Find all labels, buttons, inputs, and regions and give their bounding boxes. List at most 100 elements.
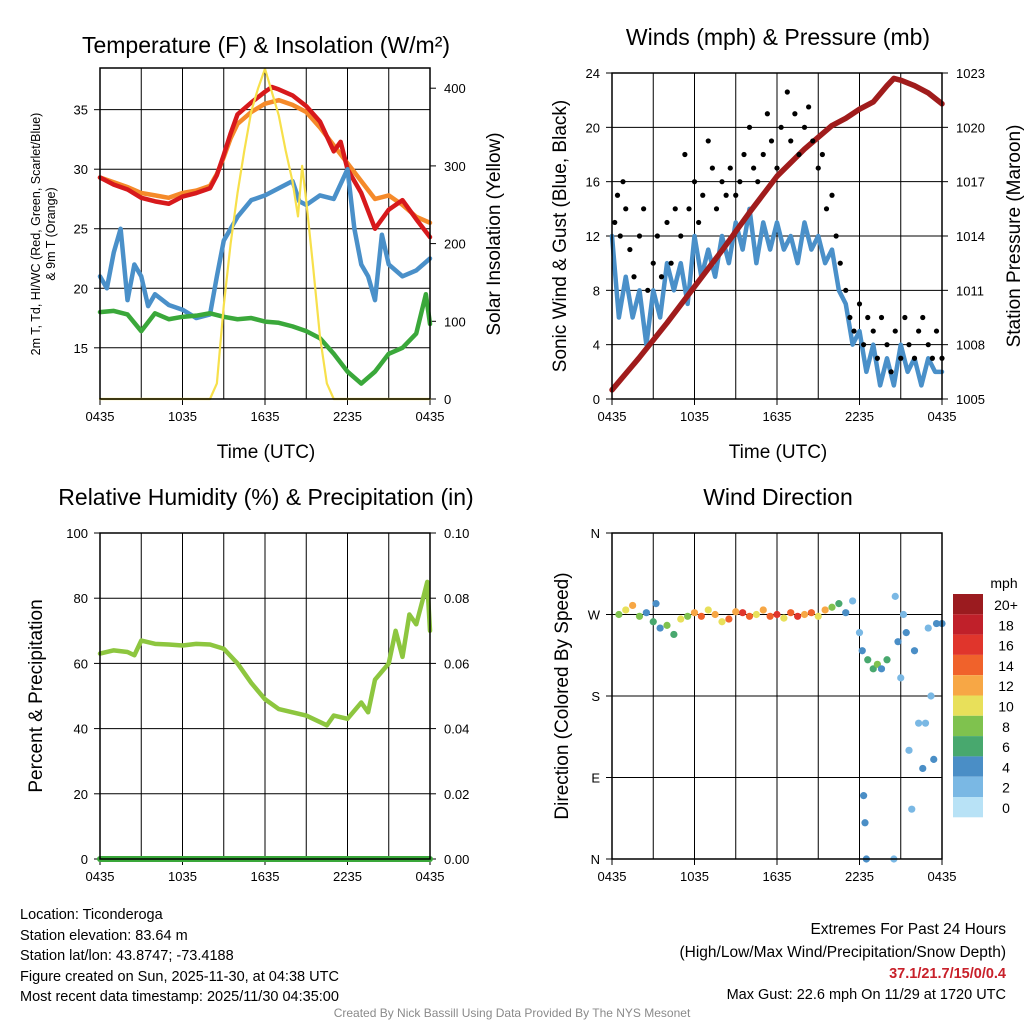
series-gust: [612, 89, 945, 375]
x-tick-label: 1635: [763, 869, 792, 884]
gust-point: [700, 192, 706, 198]
gust-point: [833, 233, 839, 239]
gust-point: [650, 260, 656, 266]
direction-point: [842, 609, 850, 617]
direction-point: [752, 610, 760, 619]
y-right-tick-label: 0.08: [444, 591, 469, 606]
series-line: [97, 291, 433, 386]
gust-point: [645, 287, 651, 293]
rh-chart-title: Relative Humidity (%) & Precipitation (i…: [58, 484, 473, 510]
direction-point: [919, 764, 927, 773]
gust-point: [865, 314, 871, 321]
gust-point: [884, 342, 890, 348]
extremes-subtitle: (High/Low/Max Wind/Precipitation/Snow De…: [679, 944, 1007, 961]
legend-label: 2: [1002, 780, 1010, 796]
legend-label: 12: [998, 678, 1014, 694]
y-tick-label: 4: [593, 338, 600, 353]
y-tick-label: 60: [74, 656, 88, 671]
direction-point: [905, 746, 913, 754]
direction-point: [711, 610, 719, 619]
gust-point: [837, 260, 843, 266]
gust-point: [672, 206, 678, 212]
direction-point: [670, 630, 678, 639]
gust-point: [760, 151, 766, 158]
direction-point: [924, 624, 932, 632]
gust-point: [741, 151, 747, 158]
y-right-tick-label: 1023: [956, 66, 985, 81]
legend-swatch: [953, 736, 983, 757]
y-right-tick-label: 100: [444, 314, 466, 329]
plot-frame: [99, 67, 431, 400]
gust-point: [874, 355, 880, 361]
gust-point: [878, 314, 885, 321]
gust-point: [631, 274, 637, 280]
y-right-tick-label: 1008: [956, 338, 985, 353]
gust-point: [768, 138, 775, 144]
gust-point: [920, 314, 926, 321]
y-tick-label: 40: [74, 722, 88, 737]
gust-point: [620, 179, 626, 185]
gust-point: [719, 179, 725, 185]
series-line: [97, 579, 433, 728]
direction-point: [656, 624, 664, 632]
legend-label: 4: [1002, 759, 1010, 775]
gust-point: [810, 138, 816, 144]
series-line: [98, 67, 432, 401]
y-right-tick-label: 1005: [956, 392, 985, 407]
direction-point: [635, 612, 644, 620]
gust-point: [755, 179, 761, 185]
y-right-tick-label: 300: [444, 159, 466, 174]
extremes-values: 37.1/21.7/15/0/0.4: [889, 966, 1006, 982]
direction-point: [902, 629, 910, 637]
series-td: [97, 166, 433, 321]
gust-point: [815, 165, 821, 171]
y-right-tick-label: 200: [444, 237, 466, 252]
gust-point: [668, 260, 674, 266]
gust-point: [678, 233, 684, 239]
x-tick-label: 0435: [598, 409, 627, 424]
gust-point: [658, 274, 665, 280]
gust-point: [636, 233, 643, 239]
temp-y-label-1: 2m T, Td, HI/WC (Red, Green, Scarlet/Blu…: [29, 113, 43, 356]
rh-chart: 0435 1035 1635 2235 0435 0 20 40 60 80 100 0.00 0.02…: [66, 526, 469, 884]
y-tick-label: 20: [74, 281, 88, 296]
legend-swatch: [953, 797, 983, 818]
y-tick-label: 35: [74, 103, 88, 118]
direction-point: [855, 629, 864, 637]
gust-point: [691, 179, 698, 185]
y-tick-label: 0: [593, 392, 600, 407]
direction-point: [849, 597, 857, 605]
y-tick-label: 100: [66, 526, 88, 541]
y-tick-label: 24: [586, 66, 600, 81]
series-line: [609, 206, 945, 388]
legend-swatch: [953, 614, 983, 635]
direction-point: [652, 600, 660, 608]
gust-point: [929, 355, 935, 361]
x-tick-label: 1035: [680, 409, 709, 424]
plot-frame: [611, 72, 943, 400]
gust-point: [746, 124, 753, 130]
legend-swatch: [953, 675, 983, 696]
x-tick-label: 2235: [333, 409, 362, 424]
x-tick-label: 0435: [86, 869, 115, 884]
legend-label: 20+: [994, 597, 1018, 613]
y-right-tick-label: 0: [444, 392, 451, 407]
temp-chart-title: Temperature (F) & Insolation (W/m²): [82, 32, 450, 58]
legend-swatch: [953, 634, 983, 655]
plot-frame: [611, 532, 943, 860]
direction-point: [899, 610, 908, 619]
direction-point: [930, 755, 938, 763]
direction-point: [690, 609, 699, 617]
gust-point: [612, 219, 618, 226]
direction-point: [684, 612, 692, 620]
direction-point: [622, 606, 630, 614]
y-right-tick-label: 1011: [956, 283, 984, 298]
gust-point: [792, 111, 798, 117]
direction-point: [649, 618, 657, 626]
direction-point: [908, 805, 916, 813]
series-line: [97, 84, 433, 240]
gust-point: [843, 287, 849, 293]
y-tick-label: 8: [593, 283, 600, 298]
y-tick-label: 25: [74, 222, 88, 237]
